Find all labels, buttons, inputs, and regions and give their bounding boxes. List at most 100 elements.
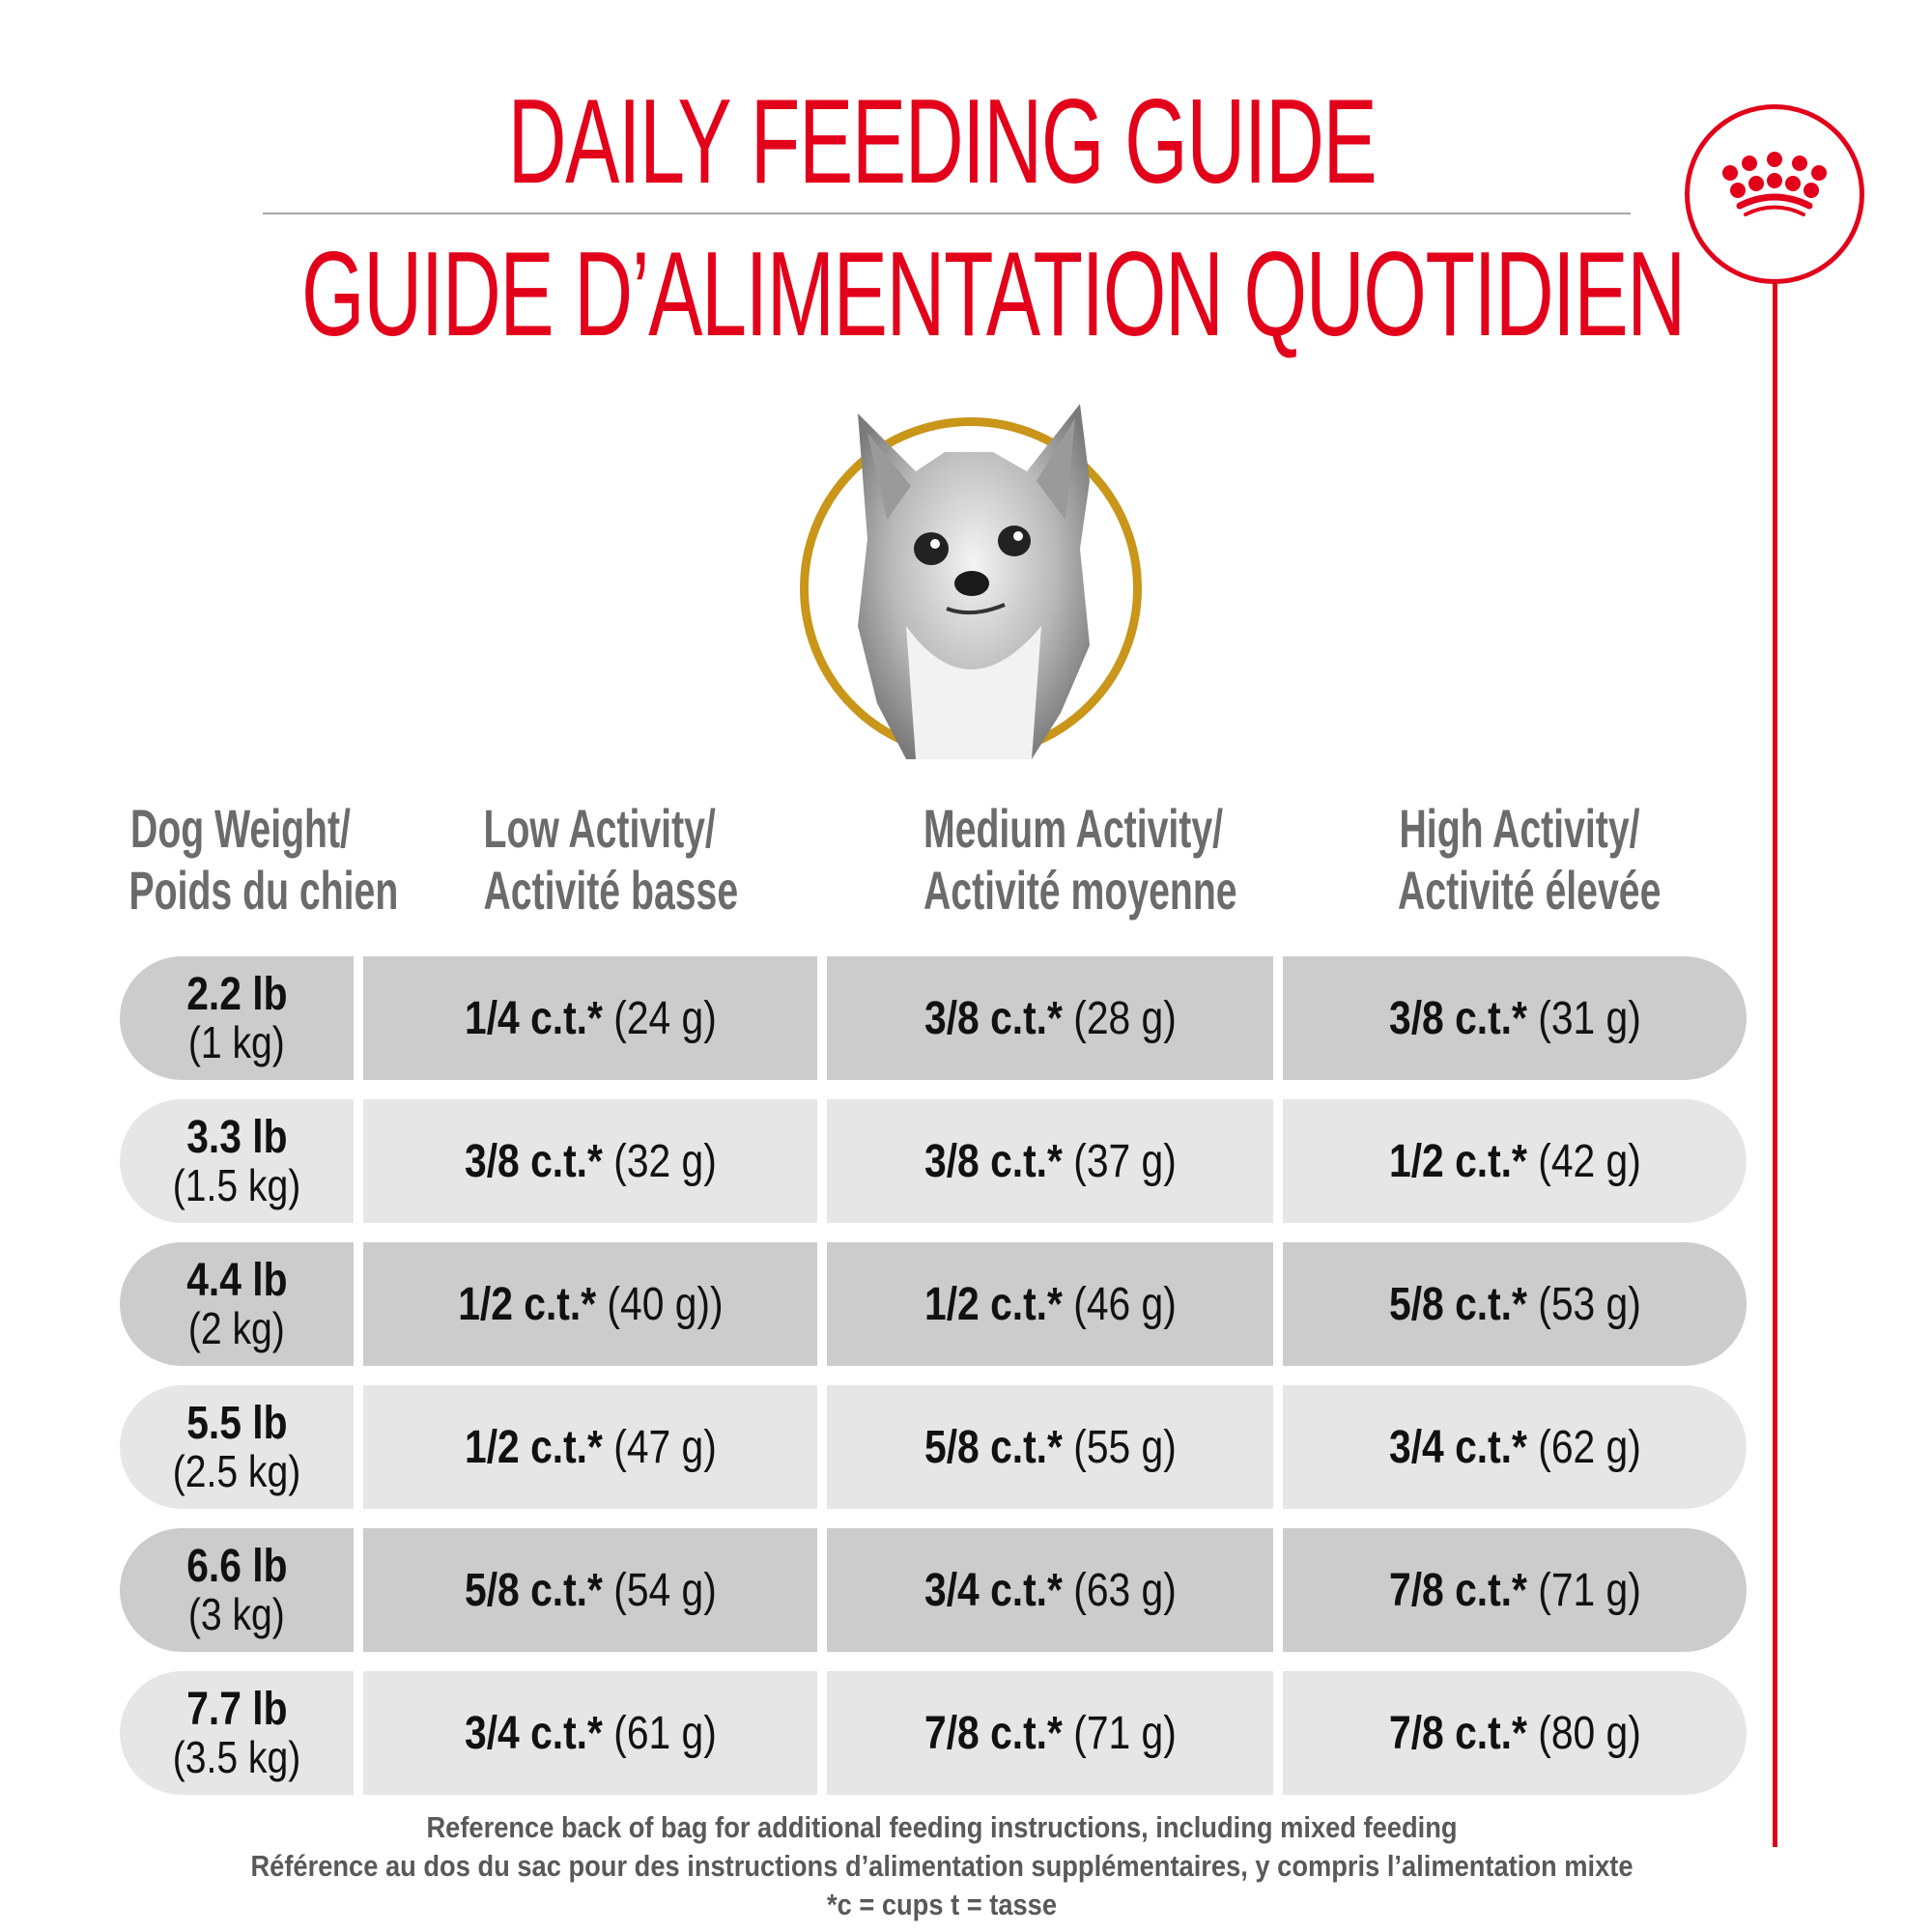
high-activity-cell: 7/8 c.t.* (71 g) <box>1283 1528 1747 1652</box>
header-line: Activité basse <box>483 860 739 921</box>
grams-amount: (24 g) <box>612 992 717 1044</box>
weight-cell: 6.6 lb (3 kg) <box>120 1528 354 1652</box>
high-activity-cell: 1/2 c.t.* (42 g) <box>1283 1099 1747 1223</box>
low-activity-cell: 1/2 c.t.* (47 g) <box>363 1385 817 1509</box>
grams-amount: (32 g) <box>612 1135 717 1187</box>
cups-amount: 3/8 c.t.* <box>923 992 1063 1044</box>
weight-cell: 5.5 lb (2.5 kg) <box>120 1385 354 1509</box>
low-activity-cell: 3/8 c.t.* (32 g) <box>363 1099 817 1223</box>
grams-amount: (47 g) <box>612 1421 717 1473</box>
column-header-low-activity: Low Activity/ Activité basse <box>483 798 739 922</box>
grams-amount: (28 g) <box>1072 992 1177 1044</box>
cups-amount: 5/8 c.t.* <box>923 1421 1063 1473</box>
low-activity-cell: 1/4 c.t.* (24 g) <box>363 956 817 1080</box>
grams-amount: (40 g)) <box>607 1278 724 1330</box>
page-title-english: DAILY FEEDING GUIDE <box>507 75 1378 209</box>
weight-cell: 3.3 lb (1.5 kg) <box>120 1099 354 1223</box>
header-line: Low Activity/ <box>483 798 716 859</box>
cups-amount: 7/8 c.t.* <box>923 1707 1063 1759</box>
weight-lb: 6.6 lb <box>185 1541 288 1592</box>
column-header-high-activity: High Activity/ Activité élevée <box>1398 798 1662 922</box>
cups-amount: 1/2 c.t.* <box>1388 1135 1527 1187</box>
cups-amount: 1/2 c.t.* <box>457 1278 596 1330</box>
crown-icon <box>1722 152 1827 216</box>
weight-cell: 4.4 lb (2 kg) <box>120 1242 354 1366</box>
grams-amount: (31 g) <box>1537 992 1641 1044</box>
grams-amount: (37 g) <box>1072 1135 1177 1187</box>
table-row: 7.7 lb (3.5 kg) 3/4 c.t.* (61 g) 7/8 c.t… <box>120 1671 1747 1795</box>
header-line: Dog Weight/ <box>130 798 351 859</box>
cups-amount: 3/8 c.t.* <box>464 1135 603 1187</box>
medium-activity-cell: 1/2 c.t.* (46 g) <box>827 1242 1273 1366</box>
high-activity-cell: 7/8 c.t.* (80 g) <box>1283 1671 1747 1795</box>
cups-amount: 3/4 c.t.* <box>464 1707 603 1759</box>
grams-amount: (54 g) <box>612 1564 717 1616</box>
footer-note-french: Référence au dos du sac pour des instruc… <box>250 1849 1634 1883</box>
grams-amount: (62 g) <box>1537 1421 1641 1473</box>
grams-amount: (61 g) <box>612 1707 717 1759</box>
medium-activity-cell: 5/8 c.t.* (55 g) <box>827 1385 1273 1509</box>
low-activity-cell: 5/8 c.t.* (54 g) <box>363 1528 817 1652</box>
cups-amount: 1/2 c.t.* <box>464 1421 603 1473</box>
cups-amount: 5/8 c.t.* <box>464 1564 603 1616</box>
low-activity-cell: 1/2 c.t.* (40 g)) <box>363 1242 817 1366</box>
weight-kg: (2.5 kg) <box>172 1446 301 1496</box>
high-activity-cell: 3/4 c.t.* (62 g) <box>1283 1385 1747 1509</box>
dog-portrait-icon <box>858 404 1090 759</box>
brand-line <box>1773 282 1777 1847</box>
page-title-french: GUIDE D’ALIMENTATION QUOTIDIEN <box>301 228 1686 361</box>
footer-note-english: Reference back of bag for additional fee… <box>426 1810 1458 1844</box>
grams-amount: (71 g) <box>1072 1707 1177 1759</box>
medium-activity-cell: 3/8 c.t.* (37 g) <box>827 1099 1273 1223</box>
cups-amount: 7/8 c.t.* <box>1388 1707 1527 1759</box>
header-line: Medium Activity/ <box>923 798 1224 859</box>
weight-kg: (1.5 kg) <box>172 1160 301 1210</box>
low-activity-cell: 3/4 c.t.* (61 g) <box>363 1671 817 1795</box>
table-row: 2.2 lb (1 kg) 1/4 c.t.* (24 g) 3/8 c.t.*… <box>120 956 1747 1080</box>
weight-kg: (2 kg) <box>188 1303 285 1353</box>
cups-amount: 5/8 c.t.* <box>1388 1278 1527 1330</box>
weight-kg: (3.5 kg) <box>172 1732 301 1782</box>
weight-kg: (3 kg) <box>188 1589 285 1639</box>
cups-amount: 3/8 c.t.* <box>923 1135 1063 1187</box>
medium-activity-cell: 7/8 c.t.* (71 g) <box>827 1671 1273 1795</box>
table-row: 6.6 lb (3 kg) 5/8 c.t.* (54 g) 3/4 c.t.*… <box>120 1528 1747 1652</box>
cups-amount: 3/4 c.t.* <box>1388 1421 1527 1473</box>
weight-lb: 5.5 lb <box>185 1398 288 1449</box>
medium-activity-cell: 3/8 c.t.* (28 g) <box>827 956 1273 1080</box>
cups-amount: 3/4 c.t.* <box>923 1564 1063 1616</box>
grams-amount: (55 g) <box>1072 1421 1177 1473</box>
cups-amount: 1/4 c.t.* <box>464 992 603 1044</box>
footer-legend: *c = cups t = tasse <box>826 1888 1058 1921</box>
grams-amount: (80 g) <box>1537 1707 1641 1759</box>
high-activity-cell: 3/8 c.t.* (31 g) <box>1283 956 1747 1080</box>
grams-amount: (53 g) <box>1537 1278 1641 1330</box>
dog-illustration <box>800 404 1142 759</box>
weight-lb: 3.3 lb <box>185 1112 288 1163</box>
table-row: 5.5 lb (2.5 kg) 1/2 c.t.* (47 g) 5/8 c.t… <box>120 1385 1747 1509</box>
header-line: Poids du chien <box>128 860 399 921</box>
weight-lb: 7.7 lb <box>185 1684 288 1735</box>
column-header-weight: Dog Weight/ Poids du chien <box>128 798 399 922</box>
grams-amount: (46 g) <box>1072 1278 1177 1330</box>
table-row: 4.4 lb (2 kg) 1/2 c.t.* (40 g)) 1/2 c.t.… <box>120 1242 1747 1366</box>
weight-lb: 2.2 lb <box>185 969 288 1020</box>
header-line: High Activity/ <box>1399 798 1640 859</box>
weight-lb: 4.4 lb <box>185 1255 288 1306</box>
grams-amount: (71 g) <box>1537 1564 1641 1616</box>
cups-amount: 7/8 c.t.* <box>1388 1564 1527 1616</box>
brand-logo <box>1685 104 1864 284</box>
cups-amount: 1/2 c.t.* <box>923 1278 1063 1330</box>
grams-amount: (42 g) <box>1537 1135 1641 1187</box>
cups-amount: 3/8 c.t.* <box>1388 992 1527 1044</box>
column-header-medium-activity: Medium Activity/ Activité moyenne <box>923 798 1237 922</box>
weight-kg: (1 kg) <box>188 1017 285 1067</box>
header-line: Activité moyenne <box>923 860 1237 921</box>
title-divider <box>263 213 1631 214</box>
grams-amount: (63 g) <box>1072 1564 1177 1616</box>
header-line: Activité élevée <box>1398 860 1662 921</box>
high-activity-cell: 5/8 c.t.* (53 g) <box>1283 1242 1747 1366</box>
medium-activity-cell: 3/4 c.t.* (63 g) <box>827 1528 1273 1652</box>
weight-cell: 7.7 lb (3.5 kg) <box>120 1671 354 1795</box>
weight-cell: 2.2 lb (1 kg) <box>120 956 354 1080</box>
